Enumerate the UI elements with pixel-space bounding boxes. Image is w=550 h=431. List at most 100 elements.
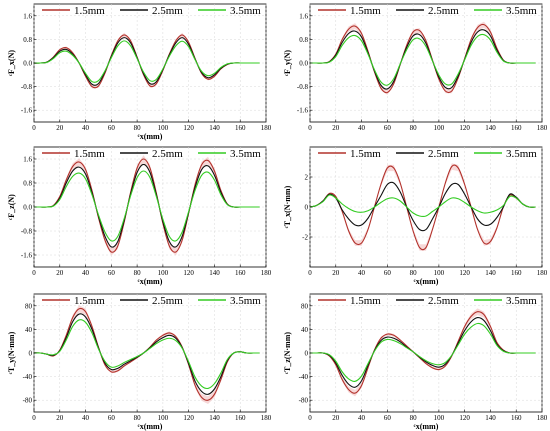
- x-tick-label: 180: [537, 124, 548, 132]
- series-line-3.5mm: [310, 33, 536, 86]
- y-tick-label: 0.8: [23, 180, 32, 188]
- x-tick-label: 140: [209, 269, 220, 277]
- x-axis-label: ᶜx(mm): [138, 132, 163, 141]
- x-tick-label: 60: [108, 269, 116, 277]
- x-tick-label: 100: [158, 414, 169, 422]
- y-axis-label: ᶜF_x(N): [7, 50, 16, 76]
- y-tick-label: -0.8: [21, 228, 33, 236]
- x-tick-label: 120: [459, 414, 470, 422]
- legend-label: 3.5mm: [230, 5, 261, 17]
- x-tick-label: 80: [410, 124, 418, 132]
- y-tick-label: 0: [305, 204, 309, 212]
- x-tick-label: 80: [134, 414, 142, 422]
- x-tick-label: 180: [537, 414, 548, 422]
- series-line-1.5mm: [310, 23, 536, 94]
- series-line-2.5mm: [33, 37, 260, 86]
- band-area: [310, 21, 536, 95]
- x-tick-label: 40: [82, 269, 90, 277]
- x-tick-label: 180: [261, 124, 272, 132]
- x-tick-label: 20: [56, 414, 64, 422]
- series-line-1.5mm: [33, 158, 260, 253]
- x-tick-label: 180: [537, 269, 548, 277]
- y-tick-label: -80: [299, 397, 309, 405]
- x-tick-label: 100: [434, 124, 445, 132]
- chart-panel-3: 0 20 40 60 80 100 120 140 160 180 -1.6 -0.8 0.0 0.8 1.…: [7, 146, 272, 286]
- legend-label: 1.5mm: [74, 148, 105, 160]
- series-line-3.5mm: [33, 319, 260, 390]
- x-tick-label: 80: [410, 414, 418, 422]
- x-tick-label: 60: [108, 124, 116, 132]
- x-tick-label: 180: [261, 414, 272, 422]
- x-tick-label: 80: [134, 269, 142, 277]
- legend-label: 2.5mm: [428, 5, 459, 17]
- chart-panel-5: 0 20 40 60 80 100 120 140 160 180-80-4004080ᶜx(mm…: [7, 293, 272, 431]
- legend-label: 1.5mm: [350, 295, 381, 307]
- x-tick-label: 20: [332, 414, 340, 422]
- x-tick-label: 20: [332, 269, 340, 277]
- x-tick-label: 60: [108, 414, 116, 422]
- series-line-1.5mm: [309, 164, 536, 251]
- legend-label: 2.5mm: [152, 295, 183, 307]
- x-tick-label: 60: [384, 414, 392, 422]
- chart-panel-4: 0 20 40 60 80 100 120 140 160 180 -2 0 2 ᶜx(mm) ᶜT_x(N…: [283, 146, 548, 286]
- x-tick-label: 140: [209, 124, 220, 132]
- legend-label: 2.5mm: [152, 5, 183, 17]
- y-tick-label: 80: [301, 302, 309, 310]
- x-tick-label: 100: [434, 269, 445, 277]
- x-tick-label: 80: [410, 269, 418, 277]
- x-tick-label: 0: [308, 269, 312, 277]
- series-line-3.5mm: [33, 170, 260, 242]
- x-tick-label: 160: [235, 269, 246, 277]
- x-axis-label: ᶜx(mm): [414, 422, 439, 431]
- legend-label: 1.5mm: [350, 5, 381, 17]
- x-tick-label: 160: [235, 124, 246, 132]
- x-tick-label: 60: [384, 269, 392, 277]
- x-tick-label: 160: [511, 414, 522, 422]
- y-tick-label: 0.0: [299, 60, 308, 68]
- y-axis-label: ᶜT_x(N·mm): [283, 185, 292, 228]
- x-axis-label: ᶜx(mm): [414, 277, 439, 286]
- x-axis-label: ᶜx(mm): [138, 422, 163, 431]
- y-tick-label: 1.6: [299, 12, 308, 20]
- chart-panel-6: 0 20 40 60 80 100 120 140 160 180-80-4004080ᶜx(mm…: [283, 293, 548, 431]
- y-axis-label: ᶜF_z(N): [7, 194, 16, 220]
- y-tick-label: 0.0: [23, 60, 32, 68]
- x-tick-label: 20: [56, 269, 64, 277]
- series-line-2.5mm: [310, 317, 536, 388]
- x-tick-label: 80: [134, 124, 142, 132]
- x-tick-label: 120: [183, 124, 194, 132]
- y-tick-label: -40: [23, 373, 33, 381]
- x-tick-label: 140: [209, 414, 220, 422]
- y-tick-label: -2: [302, 234, 308, 242]
- y-tick-label: 0.8: [23, 36, 32, 44]
- y-tick-label: 1.6: [23, 12, 32, 20]
- y-tick-label: -0.8: [21, 83, 33, 91]
- y-tick-label: 0: [29, 350, 33, 358]
- legend-label: 3.5mm: [506, 148, 537, 160]
- chart-panel-1: 0 20 40 60 80 100 120 140 160 180 -1.6 -0.8 0.0 0.8 1.…: [7, 3, 272, 141]
- y-tick-label: -1.6: [21, 107, 33, 115]
- x-tick-label: 40: [358, 124, 366, 132]
- series-line-3.5mm: [309, 194, 536, 218]
- series-line-3.5mm: [33, 40, 260, 83]
- y-tick-label: 0.0: [23, 204, 32, 212]
- y-tick-label: -80: [23, 397, 33, 405]
- x-tick-label: 120: [459, 124, 470, 132]
- legend-label: 2.5mm: [428, 295, 459, 307]
- legend-label: 2.5mm: [428, 148, 459, 160]
- x-tick-label: 40: [82, 414, 90, 422]
- x-tick-label: 160: [511, 124, 522, 132]
- x-tick-label: 100: [158, 124, 169, 132]
- x-tick-label: 140: [485, 414, 496, 422]
- x-tick-label: 40: [358, 414, 366, 422]
- series-line-1.5mm: [310, 311, 536, 394]
- x-tick-label: 120: [183, 269, 194, 277]
- y-tick-label: -1.6: [21, 252, 33, 260]
- legend-label: 3.5mm: [230, 148, 261, 160]
- x-tick-label: 0: [308, 414, 312, 422]
- series-line-2.5mm: [309, 181, 536, 232]
- x-tick-label: 160: [511, 269, 522, 277]
- x-axis-label: ᶜx(mm): [138, 277, 163, 286]
- y-tick-label: 0: [305, 350, 309, 358]
